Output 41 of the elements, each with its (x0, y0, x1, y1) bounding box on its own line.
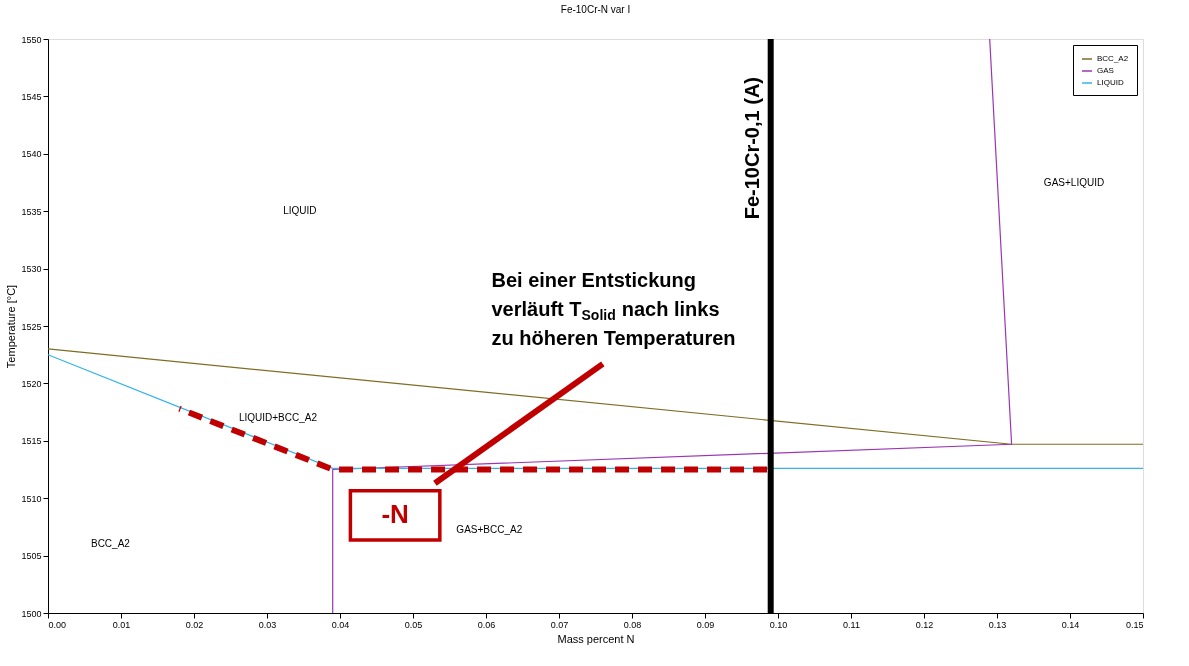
annotation: -N (381, 499, 409, 530)
x-axis-title: Mass percent N (557, 632, 635, 645)
y-tick-label: 1515 (21, 436, 42, 447)
line-series (332, 38, 1013, 614)
x-tick-label: 0.09 (696, 619, 715, 630)
x-tick-label: 0.07 (550, 619, 569, 630)
y-tick-label: 1510 (21, 493, 42, 504)
y-tick-label: 1535 (21, 206, 42, 217)
x-tick-label: 0.04 (331, 619, 350, 630)
chart-title: Fe-10Cr-N var I (560, 4, 631, 15)
x-tick-label: 0.00 (48, 619, 67, 630)
x-tick-label: 0.05 (404, 619, 423, 630)
y-tick-label: 1525 (21, 321, 42, 332)
y-tick-label: 1500 (21, 608, 42, 619)
annotation: LIQUID (283, 205, 317, 217)
ref-line-label: Fe-10Cr-0,1 (A) (740, 77, 763, 220)
legend-label: BCC_A2 (1097, 54, 1129, 63)
x-tick-label: 0.11 (843, 619, 860, 630)
x-tick-label: 0.15 (1125, 619, 1144, 630)
y-tick-label: 1540 (21, 149, 42, 160)
y-tick-label: 1505 (21, 551, 42, 562)
annotation: GAS+LIQUID (1043, 176, 1105, 188)
x-tick-label: 0.01 (112, 619, 131, 630)
y-tick-label: 1520 (21, 378, 42, 389)
x-tick-label: 0.06 (477, 619, 496, 630)
x-tick-label: 0.02 (185, 619, 204, 630)
y-tick-label: 1530 (21, 264, 42, 275)
y-tick-label: 1545 (21, 91, 42, 102)
x-tick-label: 0.14 (1061, 619, 1080, 630)
y-tick-label: 1550 (21, 34, 42, 45)
legend-label: LIQUID (1097, 78, 1124, 87)
x-tick-label: 0.13 (988, 619, 1007, 630)
x-tick-label: 0.03 (258, 619, 277, 630)
annotation: GAS+BCC_A2 (456, 524, 523, 536)
x-tick-label: 0.10 (769, 619, 788, 630)
annotation: LIQUID+BCC_A2 (238, 411, 318, 423)
y-axis-title: Temperature [°C] (5, 284, 18, 369)
annotation: BCC_A2 (90, 538, 131, 550)
x-tick-label: 0.08 (623, 619, 642, 630)
x-tick-label: 0.12 (915, 619, 934, 630)
legend-label: GAS (1097, 66, 1114, 75)
